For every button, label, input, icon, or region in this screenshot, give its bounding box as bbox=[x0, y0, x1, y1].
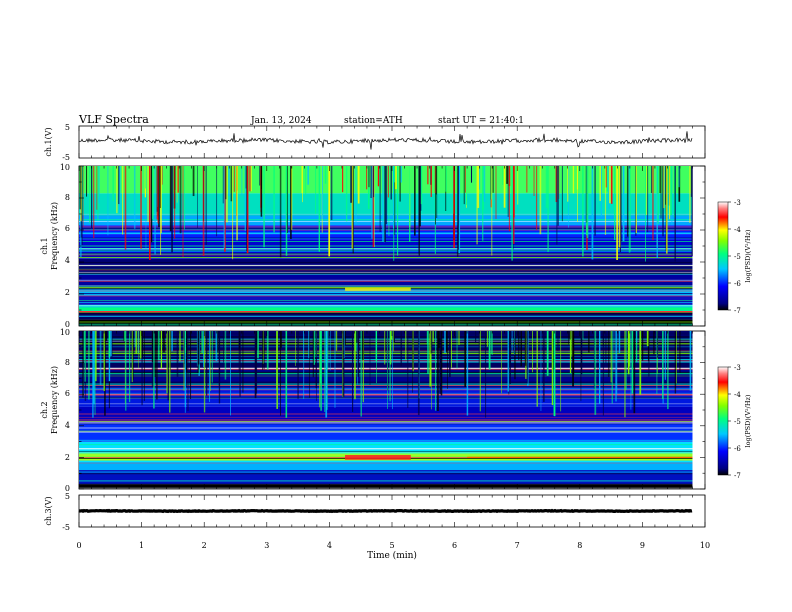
spectrogram-band bbox=[79, 484, 693, 489]
ch1-freq-tick-8: 8 bbox=[65, 193, 70, 202]
ch2-ylabel-channel: ch.2 bbox=[40, 401, 49, 418]
ch2-colorbar-ticks bbox=[728, 366, 731, 476]
ch1-ytick-top: 5 bbox=[65, 123, 70, 132]
ch1-ylabel-channel: ch.1 bbox=[40, 237, 49, 254]
ch2-cb-tick-m7: -7 bbox=[734, 472, 741, 480]
ch2-spectrogram-image bbox=[79, 331, 693, 489]
ch2-cb-tick-m4: -4 bbox=[734, 391, 741, 399]
ch1-ytick-bottom: -5 bbox=[62, 153, 70, 162]
ch1-waveform-line bbox=[78, 131, 693, 150]
spectrogram-band bbox=[79, 274, 693, 290]
ch1-waveform-ticks bbox=[78, 126, 706, 158]
ch3-waveform-line bbox=[78, 508, 693, 514]
ch2-freq-tick-2: 2 bbox=[65, 453, 70, 462]
time-tick-label: 9 bbox=[640, 541, 645, 550]
spectrogram-band bbox=[79, 406, 693, 423]
ch2-colorbar bbox=[717, 366, 729, 476]
ch1-freq-tick-4: 4 bbox=[65, 256, 70, 265]
time-tick-label: 1 bbox=[139, 541, 144, 550]
ch3-waveform-ticks bbox=[78, 495, 706, 527]
ch3-waveform-ylabel: ch.3(V) bbox=[44, 496, 53, 525]
ch2-cb-tick-m6: -6 bbox=[734, 445, 741, 453]
ch2-spectrogram-panel: 0 2 4 6 8 10 ch.2 Frequency (kHz) -3 -4 … bbox=[40, 328, 752, 493]
spectrogram-band bbox=[79, 460, 693, 471]
ch2-freq-tick-0: 0 bbox=[65, 484, 70, 493]
ch1-spectrogram-ticks bbox=[78, 165, 706, 327]
ch1-cb-tick-m4: -4 bbox=[734, 226, 741, 234]
time-axis-label: Time (min) bbox=[367, 550, 417, 561]
ch1-colorbar-label: log(PSD)(V²/Hz) bbox=[744, 229, 752, 282]
ch2-cb-tick-m5: -5 bbox=[734, 418, 741, 426]
spectrogram-band bbox=[79, 319, 693, 326]
date-label: Jan. 13, 2024 bbox=[250, 116, 312, 126]
time-tick-label: 7 bbox=[515, 541, 520, 550]
ch1-freq-tick-6: 6 bbox=[65, 224, 70, 233]
time-tick-label: 2 bbox=[202, 541, 207, 550]
time-tick-label: 0 bbox=[76, 541, 81, 550]
ch1-freq-tick-2: 2 bbox=[65, 288, 70, 297]
spectrogram-band bbox=[79, 441, 693, 453]
spectrogram-band bbox=[79, 289, 693, 296]
ch3-ytick-bottom: -5 bbox=[62, 523, 70, 532]
ch1-freq-tick-10: 10 bbox=[60, 163, 70, 172]
spectrogram-band bbox=[79, 305, 693, 312]
ch1-colorbar bbox=[717, 201, 729, 311]
ch2-freq-tick-6: 6 bbox=[65, 389, 70, 398]
ch2-freq-tick-8: 8 bbox=[65, 358, 70, 367]
time-tick-label: 5 bbox=[389, 541, 394, 550]
spectrogram-band bbox=[79, 258, 693, 275]
ch2-freq-tick-10: 10 bbox=[60, 328, 70, 337]
figure-title: VLF Spectra bbox=[78, 113, 149, 126]
ch1-cb-tick-m5: -5 bbox=[734, 253, 741, 261]
time-tick-label: 4 bbox=[327, 541, 332, 550]
ch2-ylabel-frequency: Frequency (kHz) bbox=[50, 366, 59, 434]
time-tick-label: 6 bbox=[452, 541, 457, 550]
station-label: station=ATH bbox=[344, 116, 403, 126]
ch1-ylabel-frequency: Frequency (kHz) bbox=[50, 202, 59, 270]
ch1-spectrogram-panel: 0 2 4 6 8 10 ch.1 Frequency (kHz) -3 -4 … bbox=[40, 163, 752, 329]
time-tick-label: 8 bbox=[577, 541, 582, 550]
ch2-cb-tick-m3: -3 bbox=[734, 364, 741, 372]
emission-band bbox=[345, 455, 411, 460]
ch1-cb-tick-m3: -3 bbox=[734, 199, 741, 207]
ch1-cb-tick-m7: -7 bbox=[734, 307, 741, 315]
ch1-freq-tick-0: 0 bbox=[65, 320, 70, 329]
ch1-colorbar-ticks bbox=[728, 201, 731, 311]
ch2-freq-tick-4: 4 bbox=[65, 421, 70, 430]
ch1-waveform-panel: 5 -5 ch.1(V) bbox=[44, 123, 706, 162]
ch3-ytick-top: 5 bbox=[65, 492, 70, 501]
start-ut-label: start UT = 21:40:1 bbox=[438, 116, 524, 126]
ch2-colorbar-label: log(PSD)(V²/Hz) bbox=[744, 394, 752, 447]
time-tick-label: 3 bbox=[264, 541, 269, 550]
time-axis-tick-labels: 0 1 2 3 4 5 6 7 8 9 10 bbox=[76, 541, 710, 550]
ch2-spectrogram-ticks bbox=[78, 330, 706, 490]
emission-band bbox=[345, 287, 411, 291]
ch1-cb-tick-m6: -6 bbox=[734, 280, 741, 288]
time-tick-label: 10 bbox=[700, 541, 710, 550]
ch1-spectrogram-image bbox=[79, 166, 693, 326]
ch3-waveform-panel: 5 -5 ch.3(V) bbox=[44, 492, 706, 532]
ch1-waveform-ylabel: ch.1(V) bbox=[44, 127, 53, 156]
